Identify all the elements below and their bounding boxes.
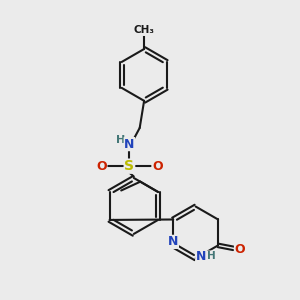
- Text: H: H: [207, 251, 215, 261]
- Text: CH₃: CH₃: [134, 26, 154, 35]
- Text: H: H: [116, 135, 125, 145]
- Text: N: N: [124, 138, 135, 151]
- Text: O: O: [96, 160, 107, 173]
- Text: O: O: [152, 160, 163, 173]
- Text: S: S: [124, 159, 134, 173]
- Text: N: N: [196, 250, 206, 263]
- Text: N: N: [168, 236, 178, 248]
- Text: O: O: [235, 243, 245, 256]
